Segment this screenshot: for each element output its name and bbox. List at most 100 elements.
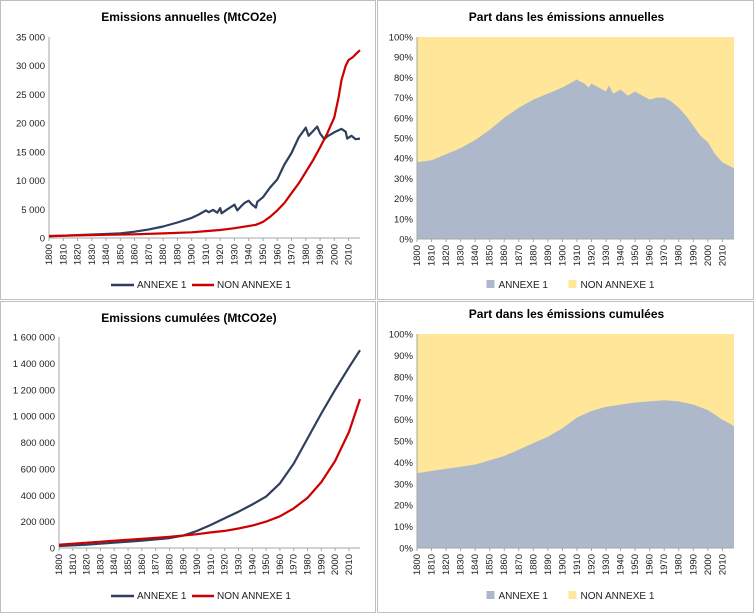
legend-label-annexe-1: ANNEXE 1 [499, 591, 549, 602]
x-tick-label: 1960 [275, 554, 286, 575]
x-tick-label: 1930 [233, 554, 244, 575]
chart-title: Emissions cumulées (MtCO2e) [101, 311, 276, 325]
legend-swatch-annexe-1 [486, 280, 495, 288]
x-tick-label: 1840 [470, 554, 481, 575]
x-tick-label: 1830 [87, 244, 98, 265]
x-tick-label: 1880 [528, 554, 539, 575]
x-tick-label: 1870 [151, 554, 162, 575]
x-tick-label: 1840 [470, 245, 481, 266]
x-tick-label: 1830 [456, 245, 467, 266]
x-tick-label: 1880 [164, 554, 175, 575]
x-tick-label: 1830 [95, 554, 106, 575]
y-tick-label: 1 400 000 [13, 359, 55, 370]
x-tick-label: 1950 [630, 554, 641, 575]
x-tick-label: 1890 [543, 554, 554, 575]
y-tick-label: 20 000 [16, 119, 45, 130]
y-tick-label: 20% [394, 501, 414, 512]
x-tick-label: 1990 [688, 554, 699, 575]
y-tick-label: 40% [394, 458, 414, 469]
x-tick-label: 1860 [499, 554, 510, 575]
x-tick-label: 2000 [703, 245, 714, 266]
y-tick-label: 25 000 [16, 90, 45, 101]
x-tick-label: 1920 [215, 244, 226, 265]
legend-label-annexe-1: ANNEXE 1 [137, 280, 187, 291]
y-tick-label: 800 000 [21, 438, 55, 449]
y-tick-label: 30 000 [16, 61, 45, 72]
chart-title: Emissions annuelles (MtCO2e) [101, 10, 276, 24]
legend-swatch-non-annexe-1 [568, 591, 577, 599]
x-tick-label: 1850 [123, 554, 134, 575]
x-tick-label: 1930 [229, 244, 240, 265]
x-tick-label: 1890 [543, 245, 554, 266]
x-tick-label: 2000 [330, 554, 341, 575]
y-tick-label: 70% [394, 394, 414, 405]
x-tick-label: 1860 [130, 244, 141, 265]
x-tick-label: 1950 [630, 245, 641, 266]
x-tick-label: 1950 [258, 244, 269, 265]
x-tick-label: 2010 [717, 554, 728, 575]
x-tick-label: 1920 [586, 554, 597, 575]
x-tick-label: 1940 [616, 245, 627, 266]
x-tick-label: 1900 [187, 244, 198, 265]
annual-emissions-chart: Emissions annuelles (MtCO2e) 35 000 30 000… [16, 10, 361, 291]
y-tick-label: 1 600 000 [13, 333, 55, 344]
y-tick-label: 80% [394, 372, 414, 383]
y-tick-label: 90% [394, 351, 414, 362]
y-tick-label: 5 000 [21, 205, 45, 216]
x-tick-label: 1950 [261, 554, 272, 575]
x-tick-label: 1810 [58, 244, 69, 265]
x-tick-label: 1960 [645, 554, 656, 575]
x-tick-label: 2000 [703, 554, 714, 575]
x-tick-label: 1930 [601, 554, 612, 575]
x-tick-label: 1830 [456, 554, 467, 575]
x-tick-label: 1910 [206, 554, 217, 575]
x-tick-label: 1960 [272, 244, 283, 265]
legend-swatch-non-annexe-1 [568, 280, 577, 288]
legend-label-annexe-1: ANNEXE 1 [137, 591, 187, 602]
x-tick-label: 1940 [244, 244, 255, 265]
x-tick-label: 1930 [601, 245, 612, 266]
x-tick-label: 1840 [109, 554, 120, 575]
y-tick-label: 100% [389, 330, 414, 341]
x-tick-label: 1870 [514, 554, 525, 575]
x-tick-label: 1980 [301, 244, 312, 265]
x-tick-label: 1970 [659, 554, 670, 575]
x-tick-label: 1970 [289, 554, 300, 575]
x-tick-label: 2010 [344, 554, 355, 575]
x-tick-label: 1910 [572, 554, 583, 575]
y-tick-label: 0 [50, 544, 55, 555]
x-tick-label: 1800 [412, 554, 423, 575]
y-tick-label: 70% [394, 93, 414, 104]
y-tick-label: 40% [394, 154, 414, 165]
x-tick-label: 1820 [441, 554, 452, 575]
cumulative-emissions-chart: Emissions cumulées (MtCO2e) 1 600 000 1 40… [13, 311, 362, 602]
y-tick-label: 0 [40, 234, 45, 245]
x-tick-label: 1970 [287, 244, 298, 265]
y-tick-label: 0% [399, 544, 413, 555]
y-tick-label: 1 200 000 [13, 385, 55, 396]
legend-label-non-annexe-1: NON ANNEXE 1 [217, 280, 291, 291]
x-tick-label: 1800 [54, 554, 65, 575]
chart-title: Part dans les émissions cumulées [469, 307, 665, 321]
y-tick-label: 60% [394, 415, 414, 426]
x-tick-label: 1800 [44, 244, 55, 265]
legend-label-non-annexe-1: NON ANNEXE 1 [581, 280, 655, 291]
x-tick-label: 1880 [158, 244, 169, 265]
x-tick-label: 1810 [427, 245, 438, 266]
x-tick-label: 1850 [115, 244, 126, 265]
x-tick-label: 1960 [645, 245, 656, 266]
y-tick-label: 0% [399, 235, 413, 246]
x-tick-label: 1980 [303, 554, 314, 575]
x-tick-label: 1810 [68, 554, 79, 575]
x-tick-label: 1900 [192, 554, 203, 575]
y-tick-label: 20% [394, 194, 414, 205]
y-tick-label: 100% [389, 33, 414, 44]
y-tick-label: 30% [394, 479, 414, 490]
x-tick-label: 1800 [412, 245, 423, 266]
x-tick-label: 1980 [674, 245, 685, 266]
x-tick-label: 1920 [586, 245, 597, 266]
y-tick-label: 90% [394, 53, 414, 64]
cumulative-emissions-panel: Emissions cumulées (MtCO2e) 1 600 000 1 40… [0, 301, 376, 613]
x-tick-label: 1870 [514, 245, 525, 266]
x-tick-label: 1890 [178, 554, 189, 575]
